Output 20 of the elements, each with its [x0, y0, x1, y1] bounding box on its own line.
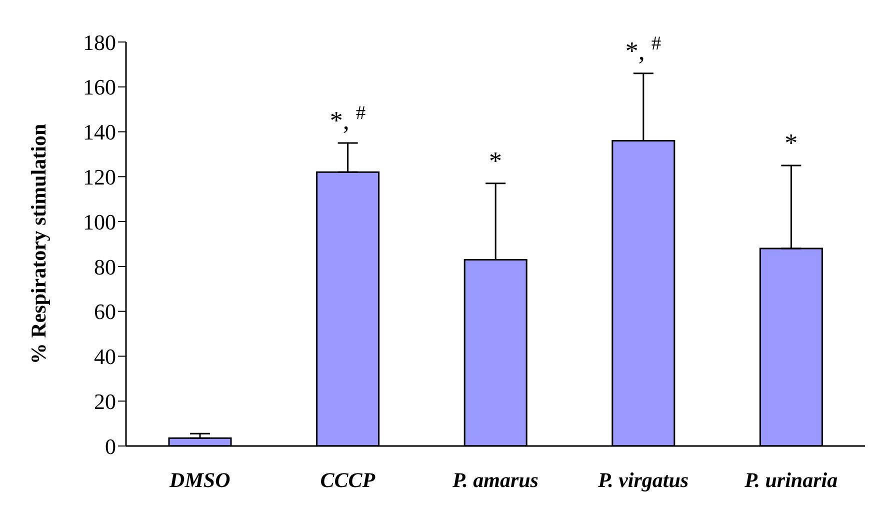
annotation: *	[489, 146, 502, 176]
annotation: *, $^{#}$	[330, 102, 366, 135]
x-tick-label: P. amarus	[452, 468, 538, 492]
annotation: *, $^{#}$	[625, 32, 662, 66]
y-tick-label: 180	[83, 30, 116, 55]
y-tick-label: 160	[83, 74, 116, 100]
y-tick-label: 40	[94, 344, 116, 370]
y-tick-label: 20	[94, 388, 116, 414]
y-tick-label: 100	[83, 209, 116, 234]
y-tick-label: 140	[83, 120, 116, 145]
y-tick-label: 60	[94, 299, 116, 324]
annotation: *	[784, 128, 798, 158]
x-tick-label: P. urinaria	[744, 468, 838, 492]
y-tick-label: 80	[94, 254, 116, 280]
y-axis-title: % Respiratory stimulation	[26, 124, 50, 364]
x-tick-label: P. virgatus	[596, 468, 689, 492]
x-tick-label: DMSO	[168, 468, 230, 492]
y-tick-label: 0	[105, 434, 116, 459]
x-tick-label: CCCP	[320, 468, 376, 492]
y-tick-label: 120	[83, 164, 116, 190]
